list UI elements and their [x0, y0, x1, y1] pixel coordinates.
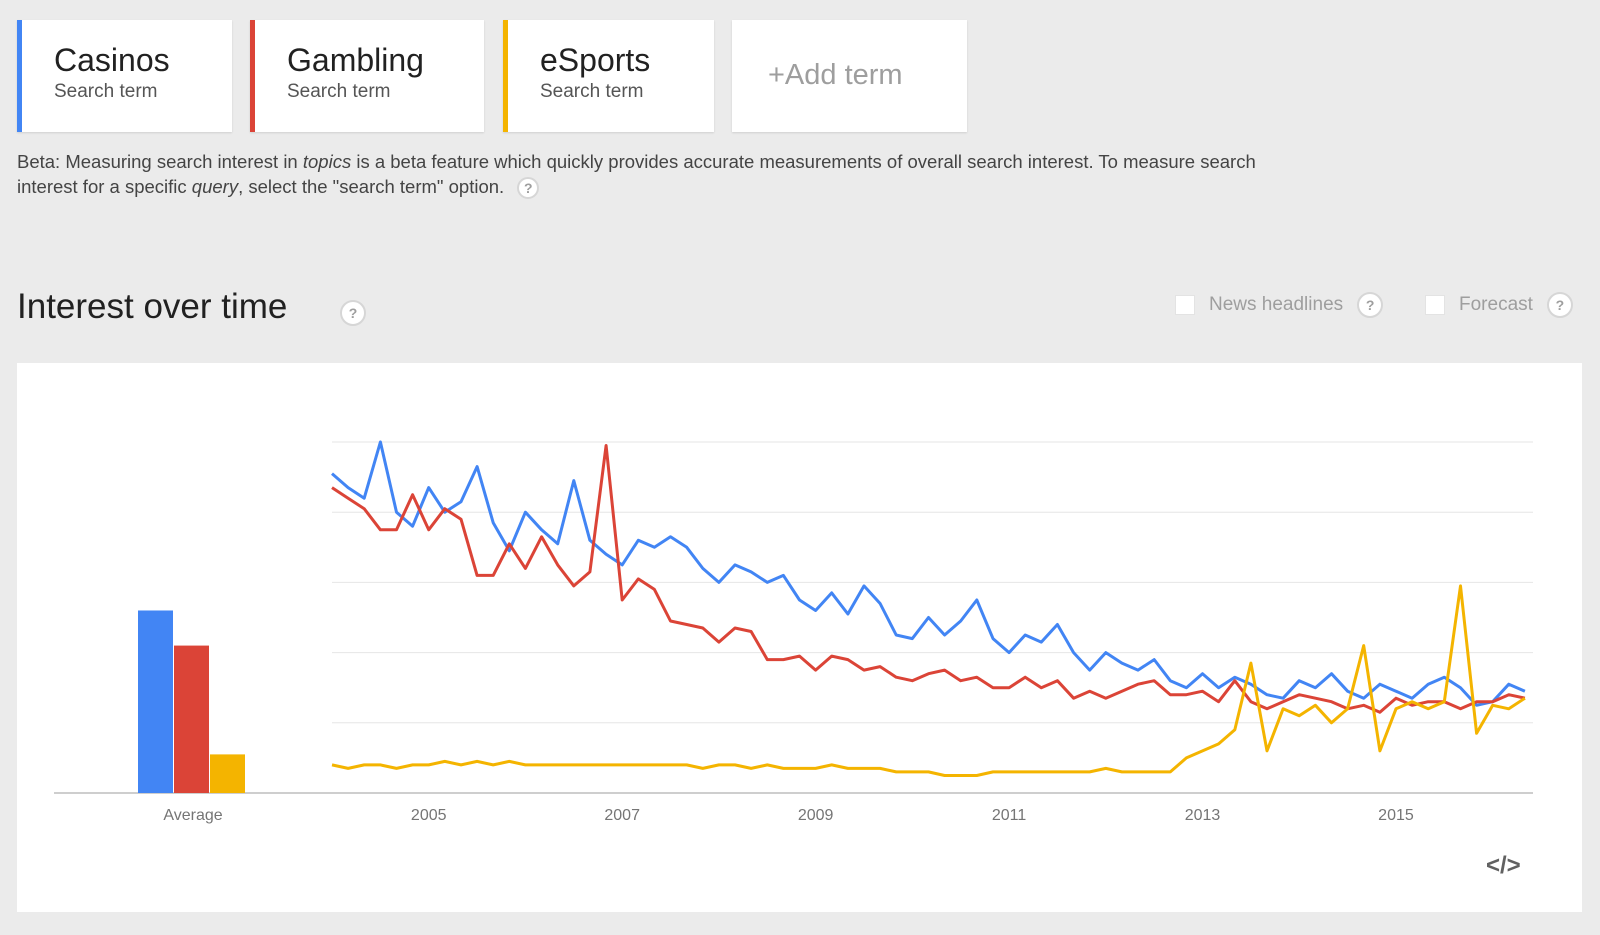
term-name: Casinos	[54, 42, 170, 78]
beta-text: is a beta feature which quickly provides…	[17, 151, 1256, 197]
add-term-label: +Add term	[768, 59, 903, 91]
news-headlines-label: News headlines	[1209, 294, 1344, 315]
help-icon[interactable]: ?	[340, 300, 366, 326]
add-term-button[interactable]: +Add term	[732, 20, 967, 132]
forecast-checkbox[interactable]	[1425, 295, 1445, 315]
beta-text: , select the "search term" option.	[238, 176, 505, 197]
help-icon[interactable]: ?	[1546, 292, 1573, 318]
beta-text: Beta: Measuring search interest in	[17, 151, 303, 172]
term-card-esports[interactable]: eSports Search term	[503, 20, 714, 132]
term-card-casinos[interactable]: Casinos Search term	[17, 20, 232, 132]
beta-query: query	[191, 176, 239, 197]
news-headlines-checkbox[interactable]	[1175, 295, 1195, 315]
beta-topics: topics	[302, 151, 352, 172]
news-headlines-option[interactable]: News headlines ?	[1175, 292, 1384, 318]
term-type: Search term	[287, 81, 391, 102]
term-color-bar	[503, 20, 508, 132]
term-color-bar	[250, 20, 255, 132]
beta-notice: Beta: Measuring search interest in topic…	[17, 149, 1257, 200]
term-name: eSports	[540, 42, 651, 78]
chart-panel	[17, 363, 1582, 912]
forecast-option[interactable]: Forecast ?	[1425, 292, 1573, 318]
term-type: Search term	[540, 81, 644, 102]
term-type: Search term	[54, 81, 158, 102]
term-name: Gambling	[287, 42, 424, 78]
embed-code-icon[interactable]: </>	[1486, 852, 1521, 879]
term-color-bar	[17, 20, 22, 132]
term-card-gambling[interactable]: Gambling Search term	[250, 20, 484, 132]
forecast-label: Forecast	[1459, 294, 1533, 315]
section-title: Interest over time	[17, 287, 288, 326]
help-icon[interactable]: ?	[1357, 292, 1384, 318]
help-icon[interactable]: ?	[517, 177, 540, 200]
